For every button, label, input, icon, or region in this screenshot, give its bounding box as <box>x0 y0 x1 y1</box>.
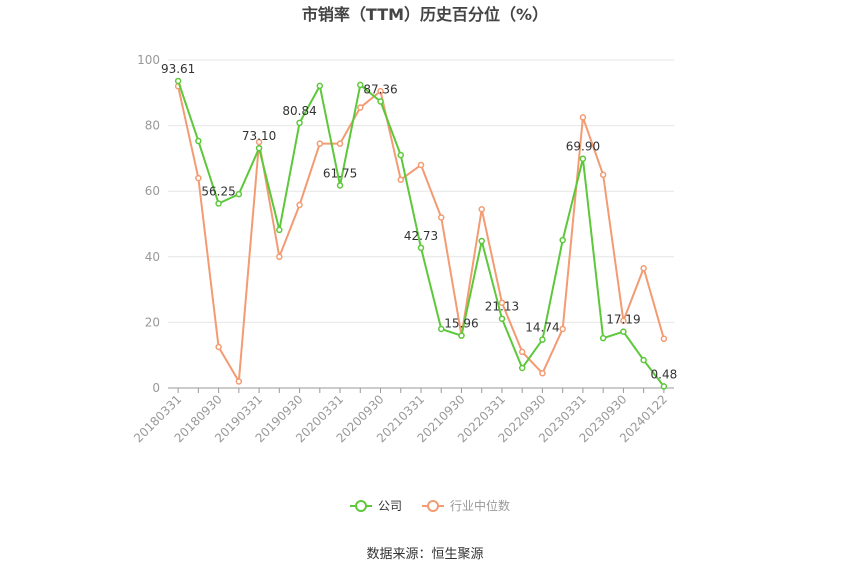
point <box>336 182 344 189</box>
point <box>660 335 668 343</box>
data-label: 80.84 <box>282 104 316 118</box>
point <box>195 137 202 145</box>
point <box>276 253 283 261</box>
point <box>518 364 526 372</box>
point <box>255 138 263 146</box>
data-label: 56.25 <box>201 185 235 199</box>
point <box>620 328 627 335</box>
point <box>579 155 587 162</box>
data-label: 14.74 <box>525 321 559 335</box>
data-label: 61.75 <box>323 166 357 180</box>
point <box>255 144 263 152</box>
point <box>357 81 364 89</box>
point <box>559 325 566 333</box>
legend-marker <box>355 500 367 512</box>
point <box>377 87 384 95</box>
point <box>397 151 405 159</box>
point <box>518 348 526 356</box>
point <box>316 82 324 90</box>
point <box>215 200 222 207</box>
legend-label: 公司 <box>378 499 402 513</box>
y-tick-label: 80 <box>145 119 160 133</box>
point <box>579 114 587 121</box>
data-label: 0.48 <box>651 367 678 381</box>
point <box>478 205 485 213</box>
point <box>539 336 546 343</box>
point <box>660 383 668 390</box>
point <box>559 236 566 244</box>
point <box>640 356 647 364</box>
source: 数据来源：恒生聚源 <box>366 547 483 562</box>
point <box>397 176 405 183</box>
point <box>316 140 324 147</box>
y-tick-label: 60 <box>145 184 160 198</box>
data-label: 17.19 <box>606 313 640 327</box>
data-label: 15.96 <box>444 317 478 331</box>
y-tick-label: 100 <box>137 53 160 67</box>
data-label: 73.10 <box>242 129 276 143</box>
point <box>276 226 283 234</box>
point <box>296 201 303 209</box>
point <box>640 265 647 272</box>
point <box>620 317 627 325</box>
y-tick-label: 0 <box>152 381 160 395</box>
point <box>235 378 243 385</box>
point <box>377 98 384 105</box>
point <box>599 334 607 342</box>
point <box>336 140 344 147</box>
data-label: 42.73 <box>404 229 438 243</box>
point <box>478 237 485 245</box>
point <box>498 315 506 322</box>
point <box>437 214 445 221</box>
data-label: 93.61 <box>161 62 195 76</box>
data-label: 87.36 <box>363 82 397 96</box>
point <box>417 244 425 252</box>
data-label: 21.13 <box>485 300 519 314</box>
point <box>296 119 303 127</box>
legend-marker <box>427 500 440 512</box>
point <box>357 104 364 111</box>
point <box>235 190 243 198</box>
point <box>458 332 465 339</box>
point <box>417 161 425 169</box>
point <box>215 343 222 351</box>
point <box>599 171 607 179</box>
point <box>498 299 506 306</box>
point <box>539 369 546 377</box>
data-label: 69.90 <box>566 140 600 154</box>
legend-label: 行业中位数 <box>450 498 510 513</box>
y-tick-label: 40 <box>145 250 160 264</box>
point <box>437 325 445 333</box>
y-tick-label: 20 <box>145 315 160 329</box>
point <box>174 77 182 85</box>
chart-title: 市销率（TTM）历史百分位（%） <box>302 5 548 24</box>
point <box>195 174 202 182</box>
